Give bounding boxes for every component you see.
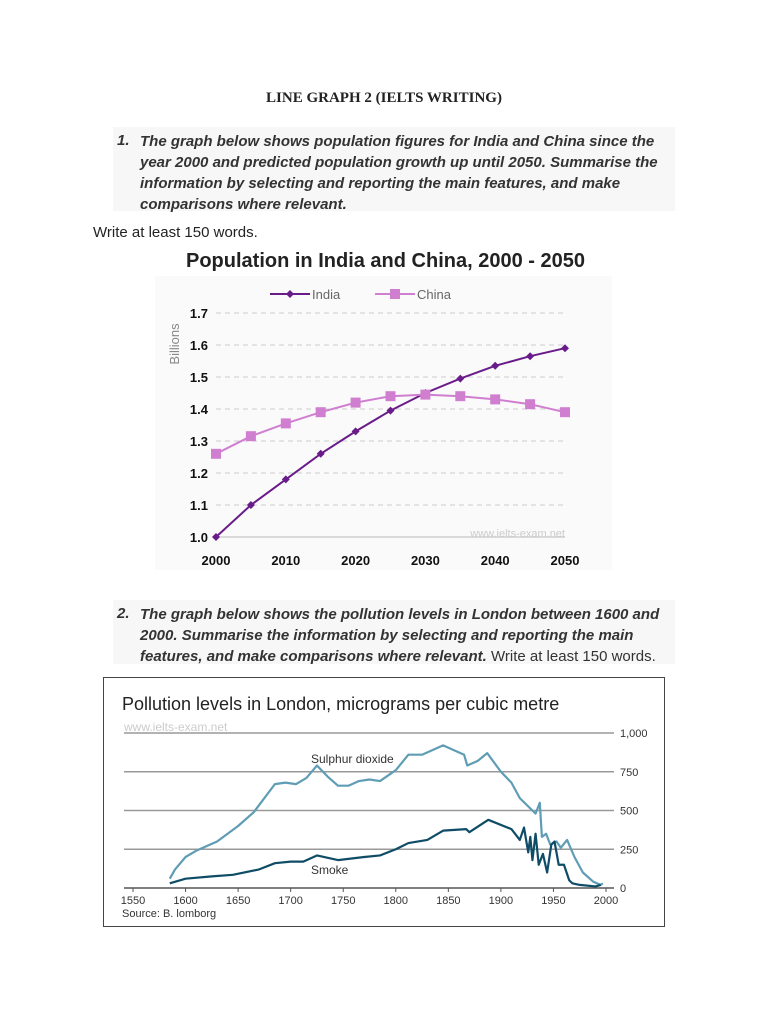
question-1-box [113,127,675,211]
x-tick-label: 2040 [481,553,510,568]
question-2-number: 2. [117,605,130,622]
y-tick-label: 1.4 [190,402,209,417]
question-2-text: The graph below shows the pollution leve… [140,606,660,665]
y-tick-label: 1.3 [190,434,208,449]
y-tick-label: 1.0 [190,530,208,545]
x-tick-label: 1700 [278,895,302,907]
y-tick-label: 1.6 [190,338,208,353]
data-point [490,394,501,405]
chart-2-source: Source: B. lomborg [122,908,217,920]
data-point [420,389,431,400]
legend-marker [286,290,294,298]
data-point [280,418,291,429]
question-2-word-count: Write at least 150 words. [490,648,656,665]
chart-2-watermark: www.ielts-exam.net [124,720,228,734]
data-point [245,431,256,442]
y-tick-label: 1,000 [620,728,648,740]
data-point [316,449,325,458]
legend-marker [390,289,400,299]
question-1-number: 1. [117,132,130,149]
data-point [281,475,290,484]
data-point [526,352,535,361]
chart-1-title: Population in India and China, 2000 - 20… [186,250,585,272]
series-label-smoke: Smoke [311,863,349,877]
x-tick-label: 1850 [436,895,460,907]
series-line-smoke [169,818,602,888]
data-point [386,406,395,415]
y-tick-label: 250 [620,844,638,856]
question-2-box [113,600,675,664]
data-point [491,361,500,370]
data-point [525,399,536,410]
data-point [385,391,396,402]
document-title: LINE GRAPH 2 (IELTS WRITING) [266,90,502,106]
y-tick-label: 1.7 [190,306,208,321]
x-tick-label: 1800 [384,895,408,907]
y-tick-label: 750 [620,767,638,779]
legend-label: India [312,287,341,302]
y-tick-label: 0 [620,883,626,895]
data-point [561,344,569,353]
x-tick-label: 1900 [489,895,513,907]
question-1-text: The graph below shows population figures… [140,133,658,213]
y-axis-label: Billions [167,323,182,365]
chart-1-population: 1.0 1.1 1.2 1.3 1.4 1.5 1.6 1.7 2000 2010 2020 2030… [167,287,580,568]
data-point [212,533,220,541]
chart-1-panel: 1.0 1.1 1.2 1.3 1.4 1.5 1.6 1.7 2000 2010 2020 2030… [155,276,612,570]
watermark: www.ielts-exam.net [469,528,565,540]
series-line-sulphur-dioxide [168,744,604,886]
x-tick-label: 1750 [331,895,355,907]
x-tick-label: 2030 [411,553,440,568]
data-point [246,501,255,509]
x-tick-label: 1600 [173,895,197,907]
data-point [315,407,326,418]
y-tick-label: 1.2 [190,466,208,481]
x-tick-label: 2050 [551,553,580,568]
x-tick-label: 1950 [541,895,565,907]
x-tick-label: 2020 [341,553,370,568]
chart-2-panel: Pollution levels in London, micrograms p… [103,677,665,927]
x-tick-label: 2010 [271,553,300,568]
legend-label: China [417,287,452,302]
data-point [351,427,360,436]
chart-2-pollution: 0 250 500 750 1,000 1550 1600 1650 1700 1750 1800 1… [121,728,648,907]
y-tick-label: 500 [620,806,638,818]
x-tick-label: 2000 [594,895,618,907]
y-tick-label: 1.5 [190,370,208,385]
data-point [455,391,466,402]
series-label-sulphur-dioxide: Sulphur dioxide [311,752,394,766]
x-tick-label: 1650 [226,895,250,907]
question-1-word-count: Write at least 150 words. [93,224,258,241]
x-tick-label: 1550 [121,895,145,907]
data-point [211,448,221,459]
x-tick-label: 2000 [202,553,231,568]
y-tick-label: 1.1 [190,498,208,513]
data-point [350,397,361,408]
chart-2-title: Pollution levels in London, micrograms p… [122,694,560,714]
data-point [560,407,570,418]
series-line-china [215,393,566,455]
data-point [456,374,465,383]
